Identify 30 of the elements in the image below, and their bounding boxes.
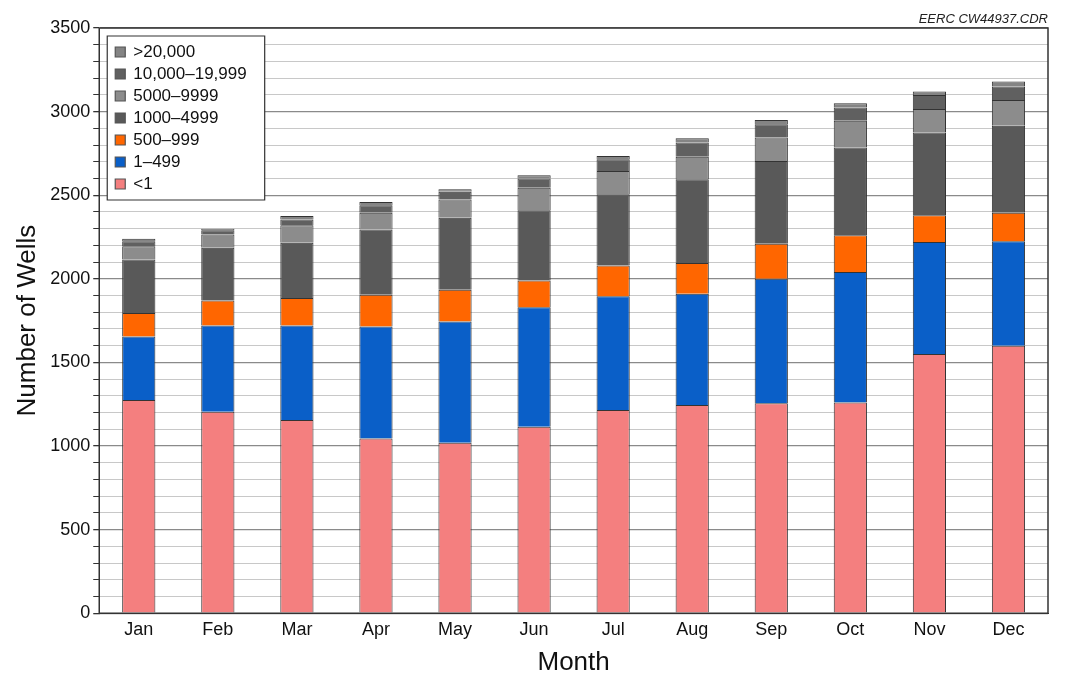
- x-tick-label: Oct: [836, 618, 865, 639]
- y-axis-title: Number of Wells: [10, 224, 41, 417]
- x-axis-title: Month: [537, 645, 610, 676]
- y-tick-label: 1500: [50, 351, 91, 372]
- legend-label: 1–499: [133, 151, 181, 171]
- legend-label: 500–999: [133, 129, 200, 149]
- legend-label: >20,000: [133, 41, 196, 61]
- legend-label: 10,000–19,999: [133, 63, 247, 83]
- x-tick-label: Jun: [519, 618, 549, 639]
- y-tick-label: 2500: [50, 184, 91, 205]
- x-tick-label: Apr: [361, 618, 390, 639]
- x-tick-label: Feb: [202, 618, 234, 639]
- x-tick-label: Mar: [281, 618, 313, 639]
- x-tick-label: Jul: [601, 618, 625, 639]
- x-tick-label: May: [438, 618, 473, 639]
- x-tick-label: Nov: [913, 618, 946, 639]
- x-tick-label: Dec: [992, 618, 1025, 639]
- legend-label: <1: [133, 173, 153, 193]
- text: EERC CW44937.CDR: [918, 11, 1048, 27]
- y-tick-label: 0: [80, 602, 91, 623]
- y-tick-label: 2000: [50, 267, 91, 288]
- x-tick-label: Sep: [755, 618, 788, 639]
- x-tick-label: Jan: [124, 618, 154, 639]
- y-tick-label: 3000: [50, 100, 91, 121]
- y-tick-label: 3500: [50, 16, 91, 37]
- y-tick-label: 1000: [50, 434, 91, 455]
- legend-label: 5000–9999: [133, 85, 219, 105]
- x-tick-label: Aug: [676, 618, 709, 639]
- legend-label: 1000–4999: [133, 107, 219, 127]
- y-tick-label: 500: [60, 518, 91, 539]
